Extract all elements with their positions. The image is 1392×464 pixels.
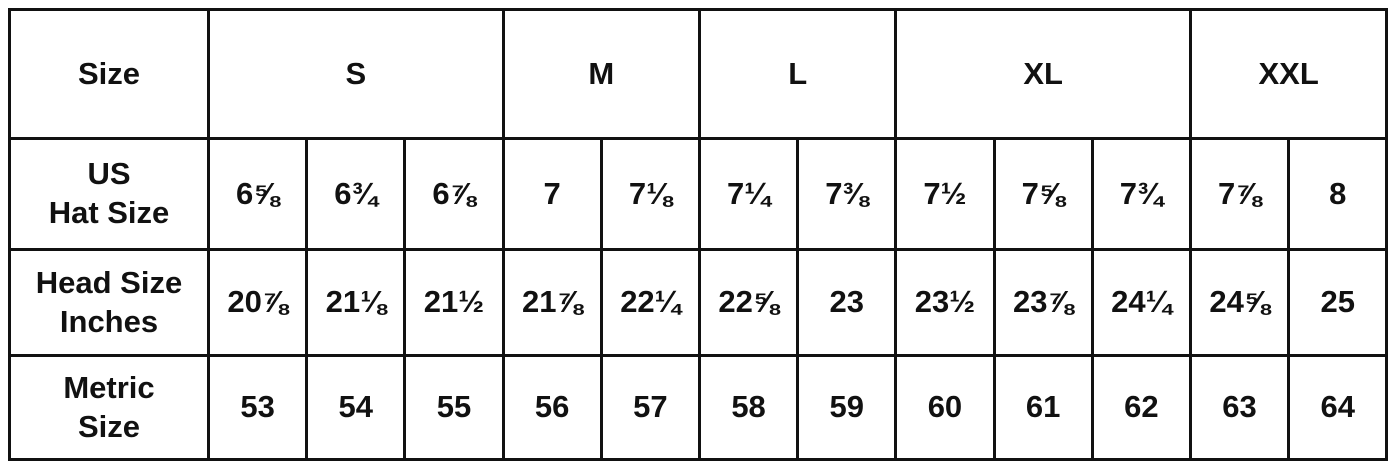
row-label-line: Head Size <box>35 264 183 300</box>
us-hat-size-cell: 7½ <box>894 137 996 251</box>
head-size-inches-cell: 21⅞ <box>501 248 603 357</box>
us-hat-size-cell: 7¾ <box>1090 137 1192 251</box>
head-size-inches-cell: 24¼ <box>1090 248 1192 357</box>
metric-size-cell: 59 <box>796 354 898 461</box>
size-group-xl: XL <box>894 8 1192 140</box>
us-hat-size-cell: 7 <box>501 137 603 251</box>
hat-size-chart: Size S M L XL XXL US Hat Size 6⅝ 6¾ 6⅞ 7 7⅛ 7¼ 7⅜ 7½ 7⅝ 7… <box>8 8 1389 461</box>
head-size-inches-cell: 21½ <box>403 248 505 357</box>
row-label-us-hat-size: US Hat Size <box>8 137 210 251</box>
metric-size-cell: 56 <box>501 354 603 461</box>
head-size-inches-row: Head Size Inches 20⅞ 21⅛ 21½ 21⅞ 22¼ 22⅝ 23 23½ 23… <box>8 248 1389 357</box>
size-group-m: M <box>501 8 701 140</box>
head-size-inches-cell: 23 <box>796 248 898 357</box>
us-hat-size-cell: 7⅜ <box>796 137 898 251</box>
head-size-inches-cell: 23½ <box>894 248 996 357</box>
metric-size-cell: 64 <box>1287 354 1389 461</box>
row-label-line: Inches <box>59 303 159 339</box>
metric-size-cell: 54 <box>305 354 407 461</box>
head-size-inches-cell: 23⅞ <box>992 248 1094 357</box>
us-hat-size-cell: 6⅝ <box>206 137 309 251</box>
metric-size-cell: 63 <box>1188 354 1291 461</box>
head-size-inches-cell: 25 <box>1287 248 1389 357</box>
us-hat-size-cell: 7⅛ <box>599 137 701 251</box>
row-label-line: Hat Size <box>48 195 170 230</box>
head-size-inches-cell: 20⅞ <box>206 248 309 357</box>
us-hat-size-cell: 6⅞ <box>403 137 505 251</box>
us-hat-size-cell: 8 <box>1287 137 1389 251</box>
row-label-size: Size <box>8 8 210 140</box>
row-label-metric-size: Metric Size <box>8 354 210 461</box>
row-label-line: US <box>87 156 131 192</box>
size-group-l: L <box>697 8 898 140</box>
metric-size-row: Metric Size 53 54 55 56 57 58 59 60 61 62 63 64 <box>8 354 1389 461</box>
us-hat-size-row: US Hat Size 6⅝ 6¾ 6⅞ 7 7⅛ 7¼ 7⅜ 7½ 7⅝ 7¾ 7⅞ 8 <box>8 137 1389 251</box>
row-label-line: Metric <box>63 369 155 405</box>
row-label-line: Size <box>77 408 141 444</box>
head-size-inches-cell: 22⅝ <box>697 248 800 357</box>
head-size-inches-cell: 24⅝ <box>1188 248 1291 357</box>
row-label-head-size-inches: Head Size Inches <box>8 248 210 357</box>
metric-size-cell: 57 <box>599 354 701 461</box>
metric-size-cell: 55 <box>403 354 505 461</box>
size-header-row: Size S M L XL XXL <box>8 8 1389 140</box>
metric-size-cell: 62 <box>1090 354 1192 461</box>
size-group-s: S <box>207 8 505 140</box>
us-hat-size-cell: 7¼ <box>697 137 800 251</box>
head-size-inches-cell: 22¼ <box>599 248 701 357</box>
us-hat-size-cell: 6¾ <box>305 137 407 251</box>
metric-size-cell: 60 <box>894 354 996 461</box>
metric-size-cell: 58 <box>697 354 800 461</box>
metric-size-cell: 53 <box>206 354 309 461</box>
metric-size-cell: 61 <box>992 354 1094 461</box>
us-hat-size-cell: 7⅞ <box>1188 137 1291 251</box>
head-size-inches-cell: 21⅛ <box>305 248 407 357</box>
us-hat-size-cell: 7⅝ <box>992 137 1094 251</box>
size-group-xxl: XXL <box>1188 8 1389 140</box>
